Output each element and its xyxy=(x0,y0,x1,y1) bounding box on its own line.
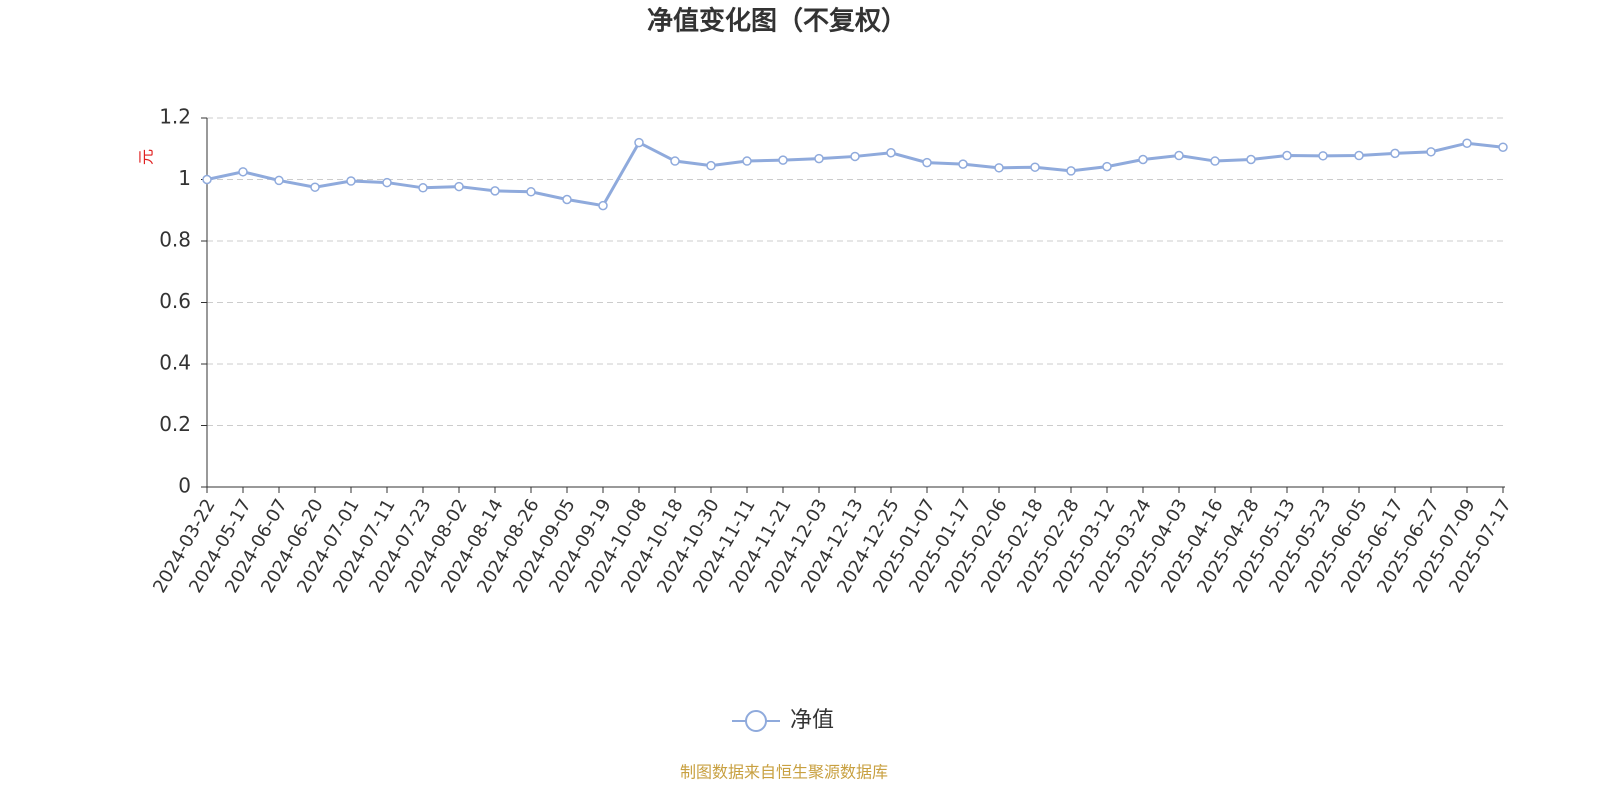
point xyxy=(1030,162,1040,172)
point xyxy=(454,181,464,192)
y-tick-label: 0.6 xyxy=(159,289,191,313)
point xyxy=(706,160,716,171)
point xyxy=(742,156,752,166)
point xyxy=(346,176,356,186)
point xyxy=(526,187,536,197)
point xyxy=(1462,138,1472,148)
source-note: 制图数据来自恒生聚源数据库 xyxy=(680,763,888,782)
point xyxy=(994,163,1004,173)
point xyxy=(670,156,680,166)
chart-title: 净值变化图（不复权） xyxy=(647,6,907,37)
point xyxy=(634,137,644,148)
point xyxy=(490,186,500,196)
y-tick-label: 0.8 xyxy=(159,228,191,252)
point xyxy=(1066,166,1076,176)
point xyxy=(274,175,284,186)
y-tick-label: 1 xyxy=(178,166,191,190)
point xyxy=(1246,154,1256,165)
point xyxy=(1138,154,1148,165)
point xyxy=(1282,150,1292,161)
y-tick-label: 0 xyxy=(178,474,191,498)
point xyxy=(886,147,896,158)
point xyxy=(1210,156,1220,166)
point xyxy=(1102,161,1112,172)
point xyxy=(1390,148,1400,159)
point xyxy=(202,174,212,185)
point xyxy=(1174,150,1184,161)
point xyxy=(1354,150,1364,161)
point xyxy=(778,155,788,165)
point xyxy=(562,194,572,205)
y-tick-label: 1.2 xyxy=(159,105,191,129)
point xyxy=(310,182,320,192)
legend-marker xyxy=(745,710,767,732)
point xyxy=(1318,151,1328,161)
y-tick-label: 0.4 xyxy=(159,351,191,375)
point xyxy=(238,167,248,177)
y-axis-label: 元 xyxy=(137,149,156,165)
point xyxy=(814,153,824,164)
point xyxy=(1498,142,1508,152)
point xyxy=(1426,147,1436,157)
point xyxy=(598,200,608,211)
point xyxy=(850,151,860,162)
point xyxy=(418,183,428,193)
point xyxy=(958,159,968,169)
point xyxy=(922,157,932,168)
legend-label: 净值 xyxy=(790,708,834,733)
point xyxy=(382,177,392,188)
y-tick-label: 0.2 xyxy=(159,412,191,436)
